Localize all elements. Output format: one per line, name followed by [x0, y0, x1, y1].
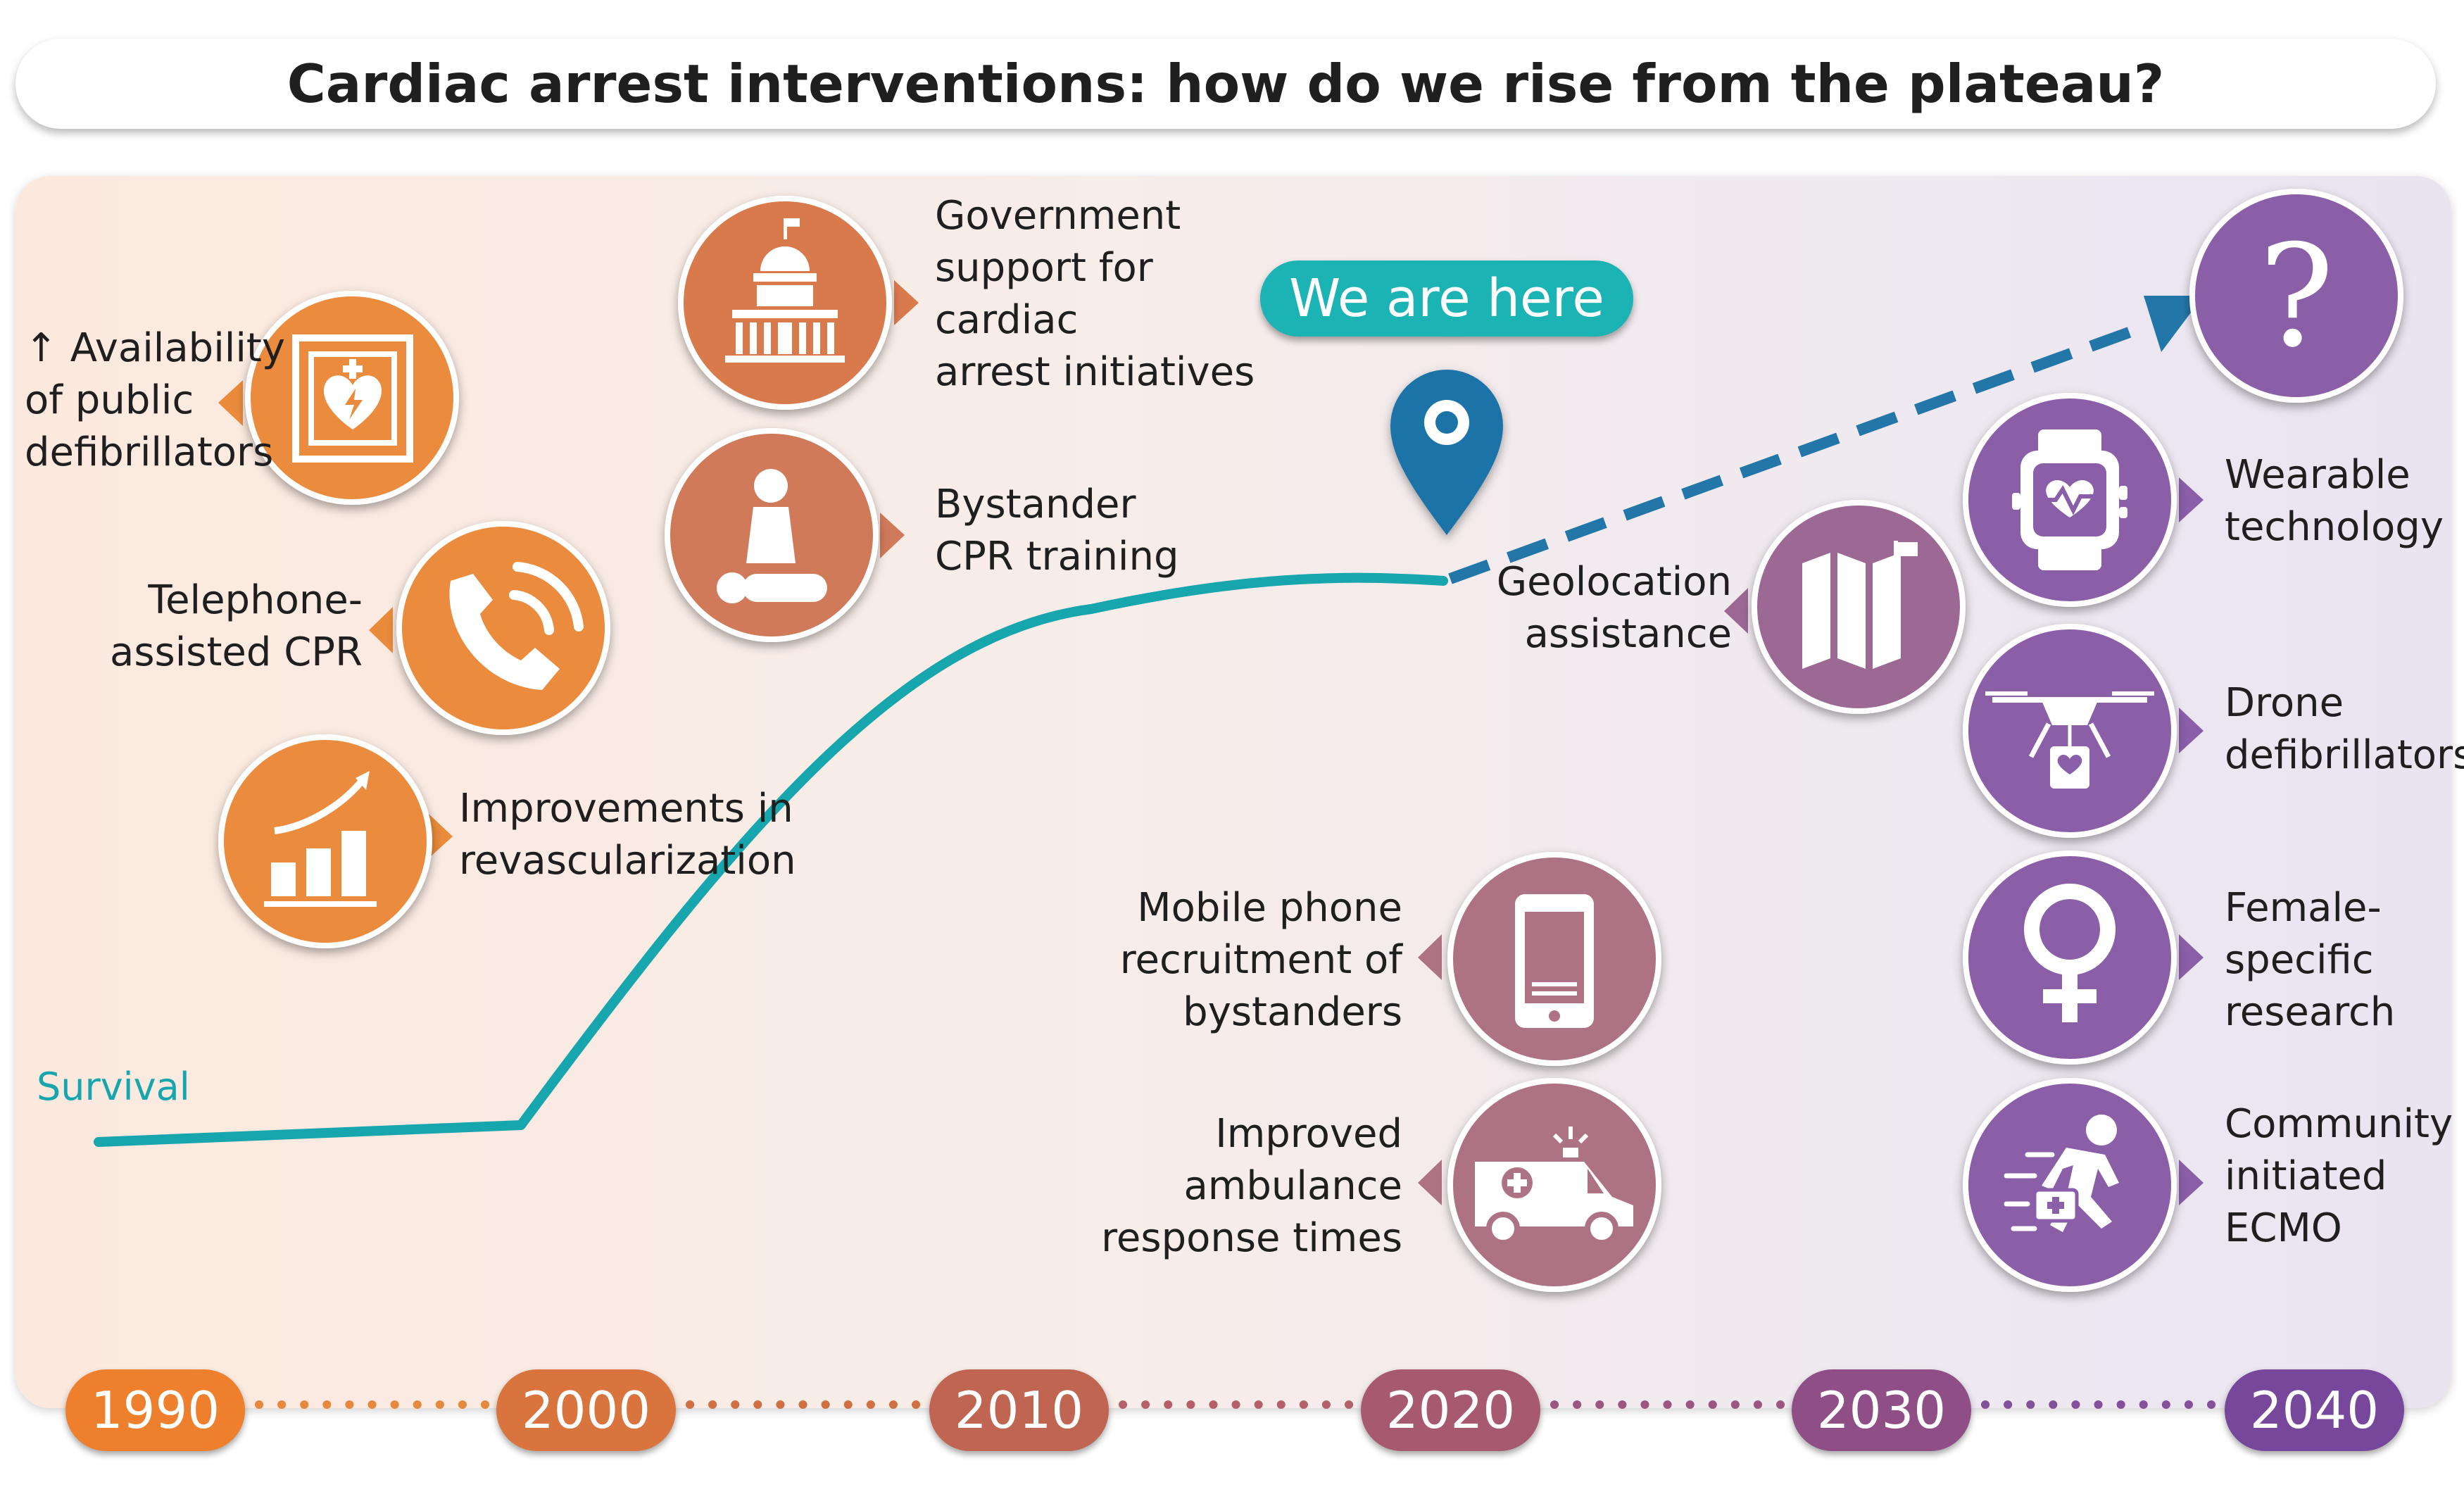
label-revascularization: Improvements in revascularization	[459, 786, 796, 884]
pointer-bystander	[880, 513, 905, 558]
pointer-female	[2179, 934, 2204, 980]
label-public-defibrillators: ↑ Availability of public defibrillators	[25, 325, 285, 475]
year-pill-2010: 2010	[929, 1369, 1109, 1451]
label-ambulance: Improved ambulance response times	[1101, 1111, 1402, 1261]
map-icon	[1752, 500, 1966, 714]
smartwatch-icon	[1963, 393, 2177, 607]
year-pill-1990: 1990	[65, 1369, 245, 1451]
up-arrow: ↑	[25, 325, 58, 371]
label-drone: Drone defibrillators	[2225, 680, 2464, 778]
label-mobile-phone: Mobile phone recruitment of bystanders	[1119, 885, 1402, 1035]
diagram-title: Cardiac arrest interventions: how do we …	[287, 53, 2165, 115]
question-mark: ?	[2258, 215, 2334, 379]
cpr-training-icon	[665, 428, 879, 642]
year-pill-2000: 2000	[496, 1369, 676, 1451]
capitol-building-icon	[678, 196, 892, 410]
survival-curve	[94, 572, 1448, 1147]
pointer-government	[894, 280, 919, 325]
label-ecmo: Community initiated ECMO	[2225, 1101, 2453, 1251]
smartphone-icon	[1447, 852, 1661, 1066]
pointer-revascularization	[428, 813, 453, 859]
phone-icon	[396, 521, 610, 735]
location-pin-icon	[1390, 370, 1503, 535]
pointer-geolocation	[1724, 588, 1748, 634]
growth-chart-icon	[218, 734, 432, 948]
female-symbol-icon	[1963, 851, 2177, 1065]
pointer-ambulance	[1418, 1160, 1442, 1205]
pointer-ecmo	[2179, 1160, 2204, 1205]
ambulance-icon	[1447, 1078, 1661, 1292]
label-geolocation: Geolocation assistance	[1496, 559, 1732, 657]
runner-medkit-icon	[1963, 1078, 2177, 1292]
pointer-wearable	[2179, 477, 2204, 522]
projection-arrowhead	[2144, 296, 2204, 352]
survival-label: Survival	[37, 1065, 190, 1109]
label-government-support: Government support for cardiac arrest in…	[935, 193, 1255, 395]
label-telephone-cpr: Telephone- assisted CPR	[110, 577, 363, 675]
question-mark-icon: ?	[2189, 189, 2403, 403]
pointer-drone	[2179, 708, 2204, 753]
aed-icon	[245, 291, 459, 505]
we-are-here-badge: We are here	[1260, 261, 1633, 337]
drone-icon	[1963, 624, 2177, 838]
year-pill-2020: 2020	[1361, 1369, 1540, 1451]
pointer-mobile	[1418, 934, 1442, 980]
year-pill-2030: 2030	[1792, 1369, 1971, 1451]
year-pill-2040: 2040	[2225, 1369, 2404, 1451]
title-banner: Cardiac arrest interventions: how do we …	[15, 39, 2436, 129]
label-bystander-cpr: Bystander CPR training	[935, 482, 1179, 579]
pointer-public-defibrillators	[218, 380, 243, 426]
label-female: Female- specific research	[2225, 885, 2396, 1035]
label-wearable: Wearable technology	[2225, 452, 2444, 550]
pointer-telephone-cpr	[369, 607, 393, 653]
